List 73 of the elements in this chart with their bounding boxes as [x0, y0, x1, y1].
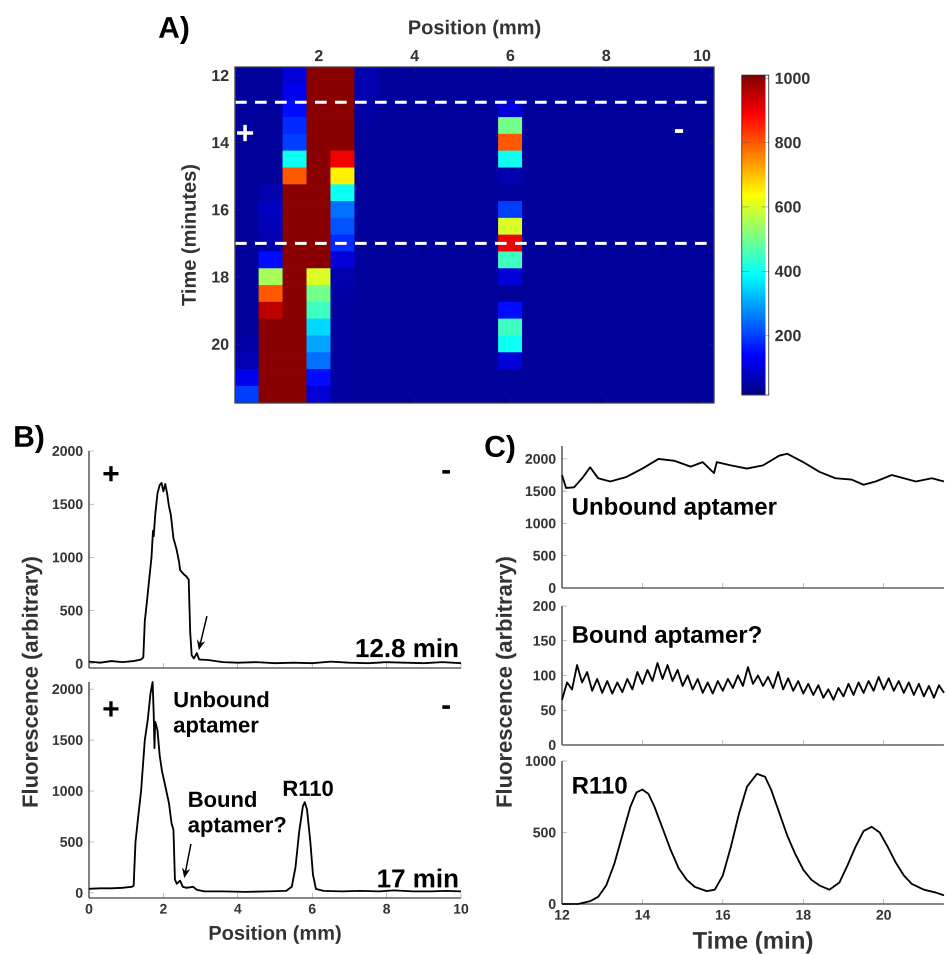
y-axis-title: Time (minutes): [181, 165, 200, 306]
annotation: Unbound aptamer: [573, 497, 777, 520]
y-tick-label: 0: [76, 888, 83, 898]
y-tick-label: 2000: [52, 446, 83, 456]
x-tick-label: 18: [796, 910, 811, 920]
x-tick-label: 4: [410, 50, 419, 62]
y-tick-label: 0: [76, 658, 83, 669]
y-tick-label: 1000: [52, 552, 83, 562]
x-tick-label: 2: [314, 50, 323, 62]
y-tick-label: 500: [60, 837, 83, 847]
y-tick-label: 14: [212, 137, 230, 148]
annotation: Bound aptamer?: [573, 625, 761, 648]
y-tick-label: 12: [212, 70, 228, 81]
annotation: Unbound aptamer: [174, 691, 268, 737]
x-tick-label: 12: [555, 910, 570, 920]
chart-title: A): [158, 16, 188, 44]
x-tick-label: 4: [234, 904, 242, 914]
x-tick-label: 8: [383, 904, 390, 914]
annotation: +: [103, 701, 118, 717]
x-tick-label: 10: [694, 50, 710, 62]
y-tick-label: 1500: [52, 499, 83, 510]
y-tick-label: 1000: [526, 518, 556, 528]
annotation: R110: [284, 780, 333, 796]
y-tick-label: 1000: [52, 786, 83, 796]
y-tick-label: 500: [533, 828, 556, 838]
y-tick-label: 18: [212, 271, 229, 283]
y-tick-label: 100: [534, 670, 556, 680]
color-bar-label: 800: [775, 136, 801, 148]
annotation: -: [442, 470, 450, 474]
y-tick-label: 50: [540, 705, 556, 716]
y-axis-title: Fluorescence (arbitrary): [496, 557, 516, 806]
chart-title: B): [15, 425, 44, 453]
y-tick-label: 200: [533, 601, 556, 611]
line-series: [88, 482, 462, 664]
y-tick-label: 1000: [526, 756, 556, 766]
annotation: R110: [573, 776, 627, 794]
x-tick-label: 6: [506, 50, 514, 62]
x-tick-label: 10: [454, 904, 468, 914]
line-series: [561, 662, 945, 701]
y-tick-label: 0: [548, 583, 556, 593]
x-tick-label: 0: [86, 904, 92, 914]
annotation: 12.8 min: [356, 638, 458, 658]
y-tick-label: 16: [212, 204, 229, 216]
y-tick-label: 500: [533, 550, 556, 561]
y-tick-label: 2000: [52, 684, 83, 694]
x-tick-label: 8: [602, 50, 610, 62]
annotation: +: [103, 466, 118, 482]
color-bar-label: 400: [774, 266, 801, 277]
y-tick-label: 1500: [52, 735, 83, 746]
color-bar-label: 600: [775, 201, 801, 213]
x-tick-label: 20: [876, 910, 891, 920]
color-bar-label: 1000: [776, 72, 810, 84]
x-axis-title: Time (min): [692, 931, 812, 954]
y-tick-label: 150: [534, 636, 556, 646]
x-tick-label: 6: [308, 904, 316, 914]
chart-title: C): [485, 435, 514, 463]
x-tick-label: 14: [636, 910, 650, 920]
y-tick-label: 2000: [525, 454, 556, 464]
annotation: 17 min: [378, 868, 458, 888]
x-tick-label: 16: [716, 910, 730, 920]
line-series: [88, 681, 462, 893]
x-tick-label: 2: [160, 904, 167, 914]
y-tick-label: 500: [60, 606, 83, 616]
annotation: +: [237, 124, 254, 142]
annotation: -: [674, 129, 684, 133]
x-axis-title: Position (mm): [409, 20, 540, 38]
y-tick-label: 20: [212, 338, 228, 350]
x-axis-title: Position (mm): [210, 925, 341, 944]
y-axis-title: Fluorescence (arbitrary): [22, 557, 42, 806]
y-tick-label: 1500: [526, 486, 556, 496]
annotation: -: [442, 705, 450, 709]
color-bar-label: 200: [775, 330, 801, 342]
y-tick-label: 0: [548, 740, 556, 750]
